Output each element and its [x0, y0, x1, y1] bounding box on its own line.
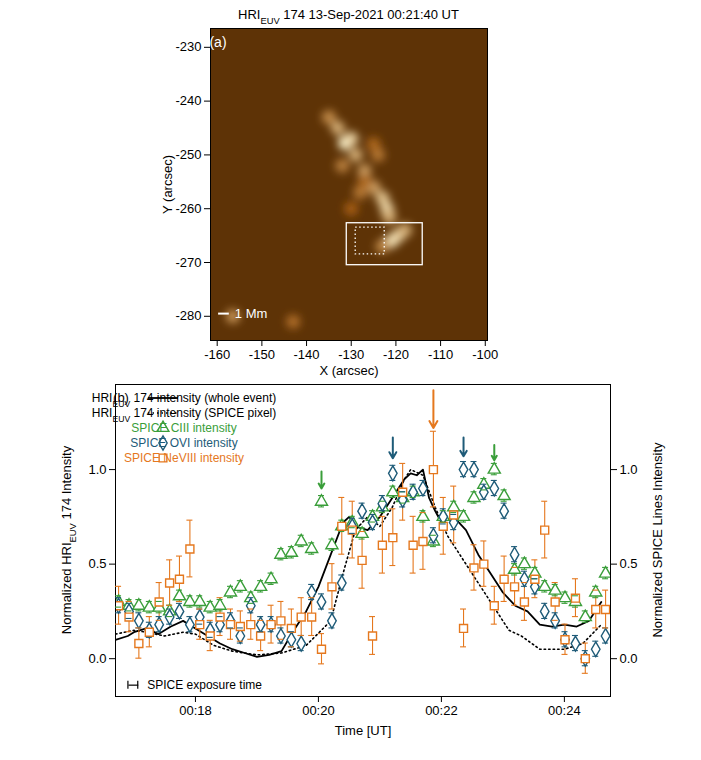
- svg-text:-270: -270: [175, 255, 201, 270]
- svg-text:-120: -120: [383, 347, 409, 362]
- svg-text:1 Mm: 1 Mm: [235, 306, 268, 321]
- svg-text:Y (arcsec): Y (arcsec): [160, 155, 175, 214]
- svg-text:X (arcsec): X (arcsec): [319, 363, 378, 378]
- svg-text:Normalized HRIEUV 174 Intensit: Normalized HRIEUV 174 Intensity: [59, 445, 78, 634]
- svg-text:(a): (a): [209, 34, 226, 50]
- svg-text:0.0: 0.0: [88, 651, 106, 666]
- svg-text:Time [UT]: Time [UT]: [335, 723, 392, 738]
- svg-text:Normalized SPICE Lines Intensi: Normalized SPICE Lines Intensity: [650, 442, 665, 638]
- svg-text:SPICE OVI intensity: SPICE OVI intensity: [130, 436, 237, 450]
- svg-text:-230: -230: [175, 39, 201, 54]
- svg-text:00:18: 00:18: [179, 703, 212, 718]
- svg-text:-160: -160: [204, 347, 230, 362]
- svg-text:-240: -240: [175, 93, 201, 108]
- svg-text:0.5: 0.5: [620, 556, 638, 571]
- svg-text:SPICE NeVIII intensity: SPICE NeVIII intensity: [124, 451, 244, 465]
- svg-text:-280: -280: [175, 308, 201, 323]
- svg-text:-250: -250: [175, 147, 201, 162]
- svg-text:-100: -100: [472, 347, 498, 362]
- svg-text:1.0: 1.0: [88, 462, 106, 477]
- svg-text:-110: -110: [428, 347, 453, 362]
- svg-text:00:22: 00:22: [425, 703, 458, 718]
- svg-text:-130: -130: [338, 347, 364, 362]
- svg-text:-150: -150: [249, 347, 275, 362]
- svg-text:0.0: 0.0: [620, 651, 638, 666]
- svg-text:-260: -260: [175, 201, 201, 216]
- svg-text:-140: -140: [294, 347, 320, 362]
- svg-text:0.5: 0.5: [88, 556, 106, 571]
- svg-text:SPICE CIII intensity: SPICE CIII intensity: [131, 421, 236, 435]
- svg-text:SPICE exposure time: SPICE exposure time: [147, 678, 262, 692]
- svg-text:00:20: 00:20: [302, 703, 335, 718]
- svg-text:00:24: 00:24: [548, 703, 581, 718]
- svg-text:HRIEUV 174 13-Sep-2021 00:21:4: HRIEUV 174 13-Sep-2021 00:21:40 UT: [238, 7, 459, 26]
- svg-text:1.0: 1.0: [620, 462, 638, 477]
